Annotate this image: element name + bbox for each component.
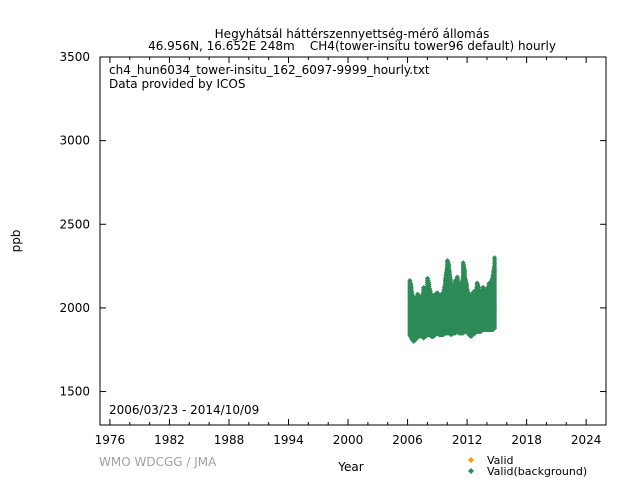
y-tick-label: 2500: [59, 217, 90, 231]
x-tick-label: 1994: [273, 433, 304, 447]
y-tick-label: 3500: [59, 50, 90, 64]
x-tick-label: 2000: [333, 433, 364, 447]
y-tick-label: 1500: [59, 385, 90, 399]
data-points: [407, 255, 497, 344]
axis-ticks: 1976 1982 1988 1994 2000 2006 2012 2018 2024 1500…: [59, 50, 606, 447]
x-tick-label: 2006: [392, 433, 423, 447]
x-tick-label: 2012: [452, 433, 483, 447]
y-tick-label: 2000: [59, 301, 90, 315]
x-tick-label: 1982: [154, 433, 185, 447]
chart-subtitle: 46.956N, 16.652E 248m CH4(tower-insitu t…: [148, 39, 556, 53]
x-tick-label: 2018: [511, 433, 542, 447]
x-tick-label: 2024: [571, 433, 602, 447]
x-tick-label: 1976: [95, 433, 126, 447]
plot-area: [100, 57, 606, 425]
x-tick-label: 1988: [214, 433, 245, 447]
y-tick-label: 3000: [59, 134, 90, 148]
